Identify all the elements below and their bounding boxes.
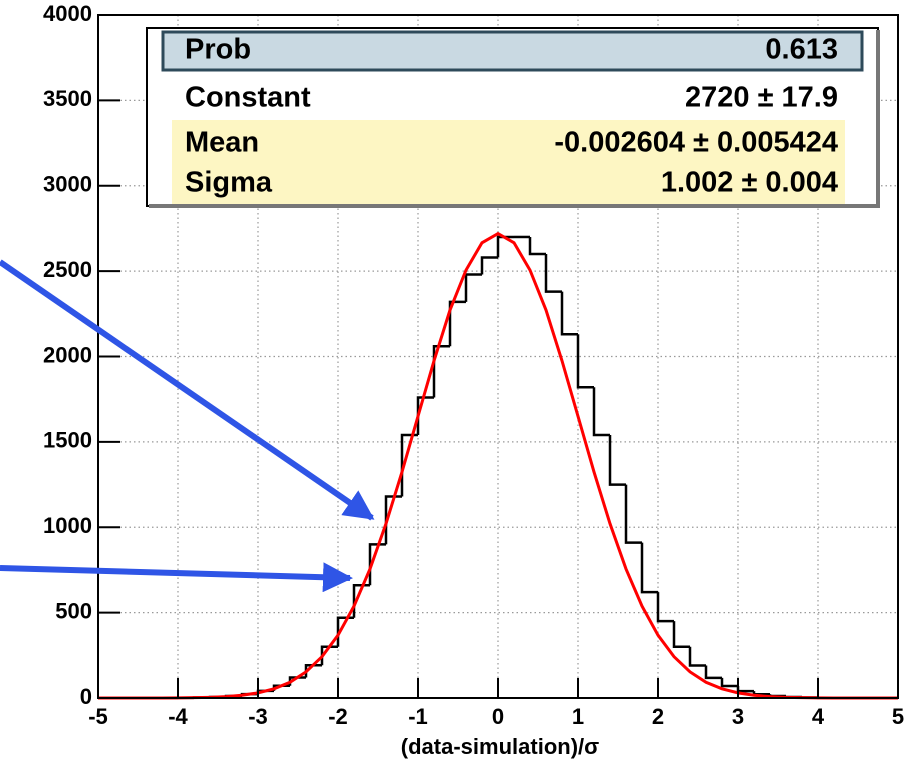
x-tick-label: 4 (812, 704, 825, 729)
histogram-bin (416, 396, 434, 436)
stat-value: 1.002 ± 0.004 (661, 167, 838, 199)
fit-curve-group (98, 231, 898, 700)
histogram-bin (736, 686, 754, 693)
histogram (98, 235, 898, 700)
y-tick-label: 500 (55, 598, 92, 623)
prob-highlight (161, 30, 864, 72)
x-tick-label: 5 (892, 704, 904, 729)
histogram-bin (448, 300, 466, 347)
arrow (0, 562, 353, 593)
histogram-bin (480, 256, 498, 275)
x-tick-label: 2 (652, 704, 664, 729)
histogram-bin (608, 435, 626, 486)
x-axis-label: (data-simulation)/σ (401, 734, 599, 759)
stat-name: Mean (185, 127, 259, 159)
histogram-bin (720, 677, 738, 688)
y-tick-label: 3500 (43, 86, 92, 111)
y-tick-label: 3000 (43, 172, 92, 197)
histogram-bin (560, 291, 578, 336)
histogram-bin (592, 387, 610, 437)
histogram-bin (496, 235, 514, 258)
stat-value: 0.613 (765, 34, 838, 66)
stat-value: -0.002604 ± 0.005424 (554, 127, 838, 159)
axes: 0 500 1000 1500 2000 2500 3000 3500 4000 -5 -4 -3 -2… (43, 1, 904, 729)
histogram-bin (704, 665, 722, 680)
x-tick-label: -5 (88, 704, 108, 729)
histogram-bin (624, 484, 642, 544)
x-tick-label: 0 (492, 704, 504, 729)
stats-box: Prob 0.613 Constant 2720 ± 17.9 Mean -0.00260… (146, 27, 880, 208)
histogram-bin (640, 542, 658, 594)
stats-shadow (149, 204, 880, 208)
histogram-bin (672, 621, 690, 649)
y-tick-label: 0 (80, 684, 92, 709)
histogram-bin (688, 646, 706, 667)
stat-name: Prob (185, 34, 251, 66)
histogram-bin (544, 254, 562, 293)
x-tick-label: 3 (732, 704, 744, 729)
histogram-bin (464, 273, 482, 302)
x-tick-label: -1 (408, 704, 428, 729)
x-tick-label: -2 (328, 704, 348, 729)
x-tick-label: 1 (572, 704, 584, 729)
stat-name: Sigma (185, 167, 273, 199)
stats-shadow (876, 30, 880, 208)
x-tick-label: -3 (248, 704, 268, 729)
histogram-bin (656, 592, 674, 623)
histogram-bin (320, 645, 338, 666)
y-tick-label: 1000 (43, 513, 92, 538)
y-tick-label: 1500 (43, 428, 92, 453)
y-tick-label: 2000 (43, 342, 92, 367)
x-tick-label: -4 (168, 704, 188, 729)
histogram-bin (576, 334, 594, 389)
stat-name: Constant (185, 82, 311, 114)
histogram-bin (384, 495, 402, 545)
y-tick-label: 2500 (43, 257, 92, 282)
arrow (0, 259, 375, 521)
mean-sigma-highlight (172, 120, 845, 204)
histogram-bin (752, 691, 770, 696)
fit-curve (98, 231, 898, 700)
histogram-bin (432, 345, 450, 398)
histogram-bin (528, 236, 546, 256)
y-tick-label: 4000 (43, 1, 92, 26)
stat-value: 2720 ± 17.9 (685, 82, 838, 114)
